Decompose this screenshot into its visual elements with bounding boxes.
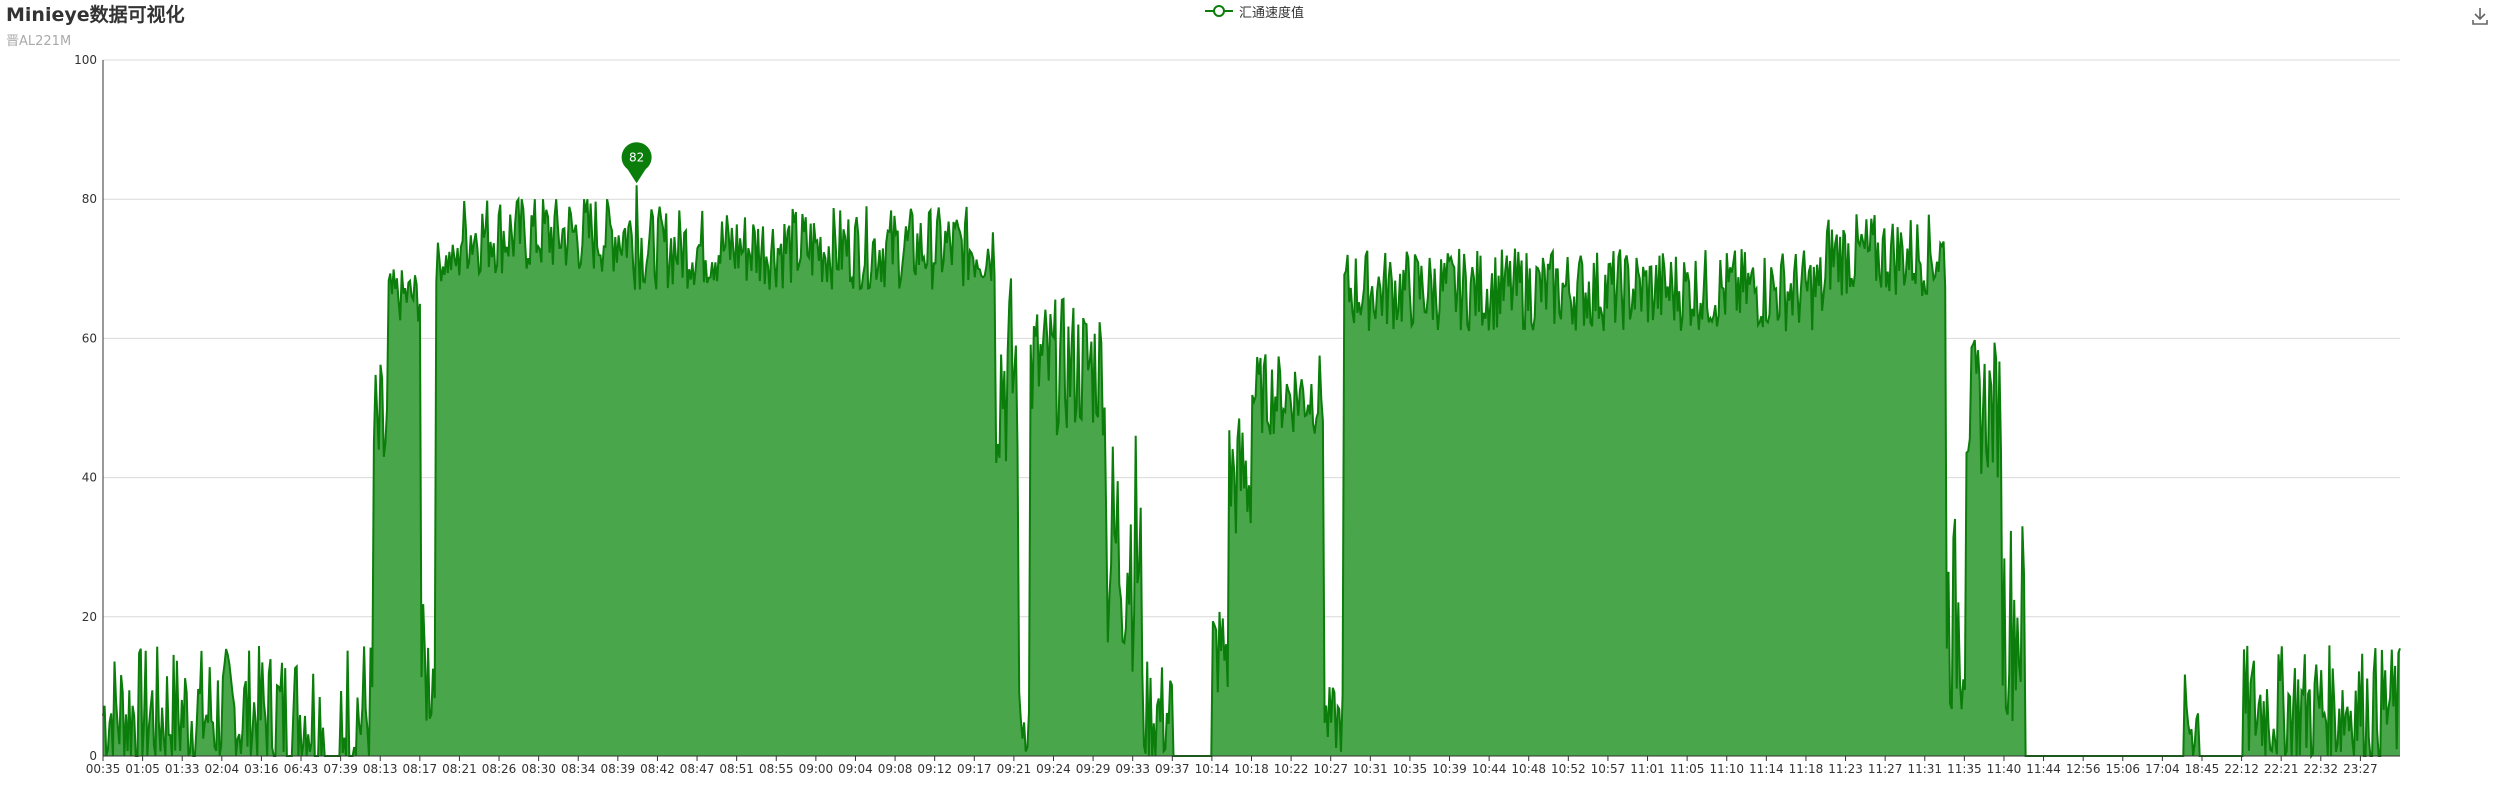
x-tick-label: 09:00 (799, 762, 834, 776)
x-tick-label: 22:32 (2303, 762, 2338, 776)
x-tick-label: 01:05 (125, 762, 160, 776)
x-tick-label: 12:56 (2066, 762, 2101, 776)
y-tick-label: 20 (82, 610, 97, 624)
x-tick-label: 11:44 (2026, 762, 2061, 776)
x-tick-label: 10:48 (1511, 762, 1546, 776)
y-tick-label: 80 (82, 192, 97, 206)
x-tick-label: 09:04 (838, 762, 873, 776)
x-tick-label: 10:39 (1432, 762, 1467, 776)
max-marker-label: 82 (629, 150, 644, 164)
y-tick-label: 40 (82, 471, 97, 485)
x-tick-label: 07:39 (323, 762, 358, 776)
x-tick-label: 09:33 (1115, 762, 1150, 776)
x-tick-label: 10:31 (1353, 762, 1388, 776)
x-tick-label: 09:29 (1076, 762, 1111, 776)
x-tick-label: 10:57 (1591, 762, 1626, 776)
x-tick-label: 11:10 (1709, 762, 1744, 776)
x-tick-label: 09:17 (957, 762, 992, 776)
y-tick-label: 100 (74, 53, 97, 67)
x-tick-label: 17:04 (2145, 762, 2180, 776)
x-tick-label: 01:33 (165, 762, 200, 776)
x-tick-label: 00:35 (86, 762, 121, 776)
x-tick-label: 11:35 (1947, 762, 1982, 776)
x-tick-label: 08:51 (719, 762, 754, 776)
x-tick-label: 10:18 (1234, 762, 1269, 776)
x-tick-label: 11:18 (1789, 762, 1824, 776)
x-tick-label: 09:21 (997, 762, 1032, 776)
x-tick-label: 06:43 (284, 762, 319, 776)
x-tick-label: 11:01 (1630, 762, 1665, 776)
legend-item[interactable]: 汇通速度值 (1205, 2, 1305, 21)
x-tick-label: 11:05 (1670, 762, 1705, 776)
x-tick-label: 10:27 (1313, 762, 1348, 776)
x-tick-label: 10:35 (1393, 762, 1428, 776)
x-tick-label: 15:06 (2105, 762, 2140, 776)
x-tick-label: 08:47 (680, 762, 715, 776)
x-tick-label: 08:17 (403, 762, 438, 776)
x-tick-label: 03:16 (244, 762, 279, 776)
x-tick-label: 08:21 (442, 762, 477, 776)
x-tick-label: 10:14 (1195, 762, 1230, 776)
y-tick-label: 60 (82, 331, 97, 345)
x-tick-label: 08:55 (759, 762, 794, 776)
x-tick-label: 09:08 (878, 762, 913, 776)
x-tick-label: 09:12 (917, 762, 952, 776)
x-tick-label: 18:45 (2185, 762, 2220, 776)
x-tick-label: 23:27 (2343, 762, 2378, 776)
x-tick-label: 08:13 (363, 762, 398, 776)
legend-label: 汇通速度值 (1239, 5, 1305, 21)
x-tick-label: 10:44 (1472, 762, 1507, 776)
x-tick-label: 11:14 (1749, 762, 1784, 776)
series-line (102, 185, 2401, 760)
x-tick-label: 08:34 (561, 762, 596, 776)
x-tick-label: 11:23 (1828, 762, 1863, 776)
y-tick-label: 0 (89, 749, 97, 763)
chart-title: Minieye数据可视化 (6, 4, 185, 26)
x-tick-label: 08:30 (521, 762, 556, 776)
x-tick-label: 22:12 (2224, 762, 2259, 776)
x-tick-label: 22:21 (2264, 762, 2299, 776)
x-tick-label: 10:22 (1274, 762, 1309, 776)
x-tick-label: 10:52 (1551, 762, 1586, 776)
x-tick-label: 08:39 (601, 762, 636, 776)
x-tick-label: 09:24 (1036, 762, 1071, 776)
x-tick-label: 08:26 (482, 762, 517, 776)
chart-subtitle: 晋AL221M (6, 34, 72, 49)
x-tick-label: 08:42 (640, 762, 675, 776)
x-tick-label: 11:27 (1868, 762, 1903, 776)
max-marker-pin (621, 142, 652, 184)
x-tick-label: 11:31 (1907, 762, 1942, 776)
x-tick-label: 11:40 (1987, 762, 2022, 776)
x-tick-label: 02:04 (205, 762, 240, 776)
legend-line-icon (1205, 5, 1233, 17)
x-tick-label: 09:37 (1155, 762, 1190, 776)
download-icon[interactable] (2470, 6, 2490, 26)
